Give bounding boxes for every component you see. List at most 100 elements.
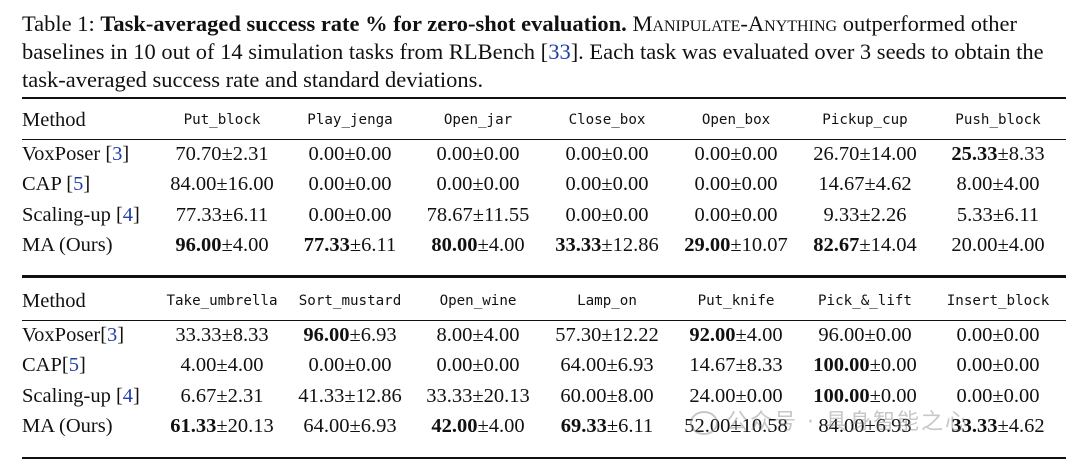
result-cell: 100.00±0.00 bbox=[813, 354, 917, 377]
std-value: 0.00 bbox=[1003, 384, 1040, 407]
mean-value: 80.00 bbox=[431, 234, 478, 257]
mean-value: 61.33 bbox=[170, 415, 217, 438]
caption-text-1: outperformed other baselines in 10 out o… bbox=[22, 11, 1017, 64]
result-cell: 0.00±0.00 bbox=[308, 354, 392, 377]
result-cell: 29.00±10.07 bbox=[684, 234, 788, 257]
std-value: 8.33 bbox=[232, 323, 269, 346]
std-value: 0.00 bbox=[741, 173, 778, 196]
std-value: 2.26 bbox=[870, 203, 907, 226]
mean-value: 0.00 bbox=[308, 203, 345, 226]
std-value: 0.00 bbox=[483, 142, 520, 165]
std-value: 0.00 bbox=[741, 203, 778, 226]
mean-value: 5.33 bbox=[956, 203, 993, 226]
std-value: 0.00 bbox=[880, 354, 917, 377]
citation-link[interactable]: 3 bbox=[107, 323, 118, 346]
result-cell: 0.00±0.00 bbox=[308, 203, 392, 226]
task-header: Open_box bbox=[701, 112, 771, 128]
result-cell: 84.00±6.93 bbox=[818, 415, 912, 438]
std-value: 8.33 bbox=[746, 354, 783, 377]
mean-value: 0.00 bbox=[308, 142, 345, 165]
result-cell: 60.00±8.00 bbox=[560, 384, 654, 407]
result-cell: 0.00±0.00 bbox=[436, 173, 520, 196]
std-value: 0.00 bbox=[483, 173, 520, 196]
citation-link[interactable]: 5 bbox=[68, 354, 79, 377]
mean-value: 82.67 bbox=[813, 234, 860, 257]
result-cell: 0.00±0.00 bbox=[436, 354, 520, 377]
mean-value: 33.33 bbox=[426, 384, 473, 407]
table-row: CAP [5] 84.00±16.00 0.00±0.00 0.00±0.00 0.00… bbox=[22, 170, 1066, 201]
std-value: 0.00 bbox=[355, 354, 392, 377]
result-cell: 77.33±6.11 bbox=[175, 203, 269, 226]
task-header: Put_knife bbox=[697, 293, 775, 309]
mean-value: 8.00 bbox=[956, 173, 993, 196]
result-cell: 14.67±4.62 bbox=[818, 173, 912, 196]
mean-value: 33.33 bbox=[951, 415, 998, 438]
std-value: 4.00 bbox=[1008, 234, 1045, 257]
mean-value: 0.00 bbox=[308, 173, 345, 196]
std-value: 4.00 bbox=[488, 234, 525, 257]
result-cell: 8.00±4.00 bbox=[956, 173, 1040, 196]
mid-rule bbox=[22, 275, 1066, 278]
result-cell: 4.00±4.00 bbox=[180, 354, 264, 377]
mean-value: 9.33 bbox=[823, 203, 860, 226]
result-cell: 0.00±0.00 bbox=[308, 142, 392, 165]
std-value: 14.04 bbox=[870, 234, 917, 257]
std-value: 16.00 bbox=[227, 173, 274, 196]
std-value: 11.55 bbox=[484, 203, 530, 226]
table-row: MA (Ours) 96.00±4.00 77.33±6.11 80.00±4.00 3… bbox=[22, 231, 1066, 262]
std-value: 4.62 bbox=[875, 173, 912, 196]
results-table-2: Method Take_umbrella Sort_mustard Open_wine… bbox=[22, 282, 1066, 442]
std-value: 0.00 bbox=[355, 203, 392, 226]
std-value: 8.33 bbox=[1008, 142, 1045, 165]
method-label: Scaling-up bbox=[22, 384, 116, 407]
mean-value: 0.00 bbox=[436, 142, 473, 165]
method-label: MA (Ours) bbox=[22, 415, 113, 438]
task-header: Put_block bbox=[183, 112, 261, 128]
std-value: 0.00 bbox=[483, 354, 520, 377]
method-name: VoxPoser [3] bbox=[22, 142, 130, 165]
citation-link[interactable]: 3 bbox=[112, 142, 123, 165]
result-cell: 26.70±14.00 bbox=[813, 142, 917, 165]
std-value: 4.62 bbox=[1008, 415, 1045, 438]
std-value: 4.00 bbox=[488, 415, 525, 438]
std-value: 0.00 bbox=[1003, 354, 1040, 377]
mean-value: 69.33 bbox=[560, 415, 607, 438]
citation-link[interactable]: 4 bbox=[122, 384, 134, 407]
mean-value: 0.00 bbox=[436, 354, 473, 377]
caption-label: Table 1: bbox=[22, 11, 95, 36]
caption-citation[interactable]: 33 bbox=[548, 39, 571, 64]
std-value: 10.07 bbox=[741, 234, 788, 257]
task-header: Pickup_cup bbox=[822, 112, 908, 128]
mean-value: 24.00 bbox=[689, 384, 736, 407]
mean-value: 0.00 bbox=[308, 354, 345, 377]
header-rule-2 bbox=[22, 320, 1066, 321]
result-cell: 0.00±0.00 bbox=[956, 323, 1040, 346]
result-cell: 42.00±4.00 bbox=[431, 415, 525, 438]
result-cell: 0.00±0.00 bbox=[694, 173, 778, 196]
std-value: 6.93 bbox=[875, 415, 912, 438]
citation-link[interactable]: 5 bbox=[73, 173, 84, 196]
std-value: 2.31 bbox=[227, 384, 264, 407]
mean-value: 0.00 bbox=[565, 173, 602, 196]
result-cell: 84.00±16.00 bbox=[170, 173, 274, 196]
result-cell: 69.33±6.11 bbox=[560, 415, 654, 438]
mean-value: 0.00 bbox=[694, 203, 731, 226]
header-row: Method Put_block Play_jenga Open_jar Close_b… bbox=[22, 101, 1066, 139]
result-cell: 0.00±0.00 bbox=[565, 173, 649, 196]
mean-value: 84.00 bbox=[818, 415, 865, 438]
mean-value: 0.00 bbox=[694, 173, 731, 196]
caption-bold: Task-averaged success rate % for zero-sh… bbox=[100, 11, 627, 36]
mean-value: 96.00 bbox=[175, 234, 222, 257]
result-cell: 33.33±20.13 bbox=[426, 384, 530, 407]
citation-link[interactable]: 4 bbox=[122, 203, 134, 226]
table-row: MA (Ours) 61.33±20.13 64.00±6.93 42.00±4.00… bbox=[22, 412, 1066, 443]
std-value: 20.13 bbox=[483, 384, 530, 407]
mean-value: 0.00 bbox=[956, 384, 993, 407]
mean-value: 14.67 bbox=[818, 173, 865, 196]
task-header: Lamp_on bbox=[577, 293, 637, 309]
method-label: CAP bbox=[22, 173, 67, 196]
method-name: VoxPoser[3] bbox=[22, 323, 125, 346]
result-cell: 0.00±0.00 bbox=[956, 354, 1040, 377]
result-cell: 80.00±4.00 bbox=[431, 234, 525, 257]
std-value: 6.11 bbox=[361, 234, 397, 257]
